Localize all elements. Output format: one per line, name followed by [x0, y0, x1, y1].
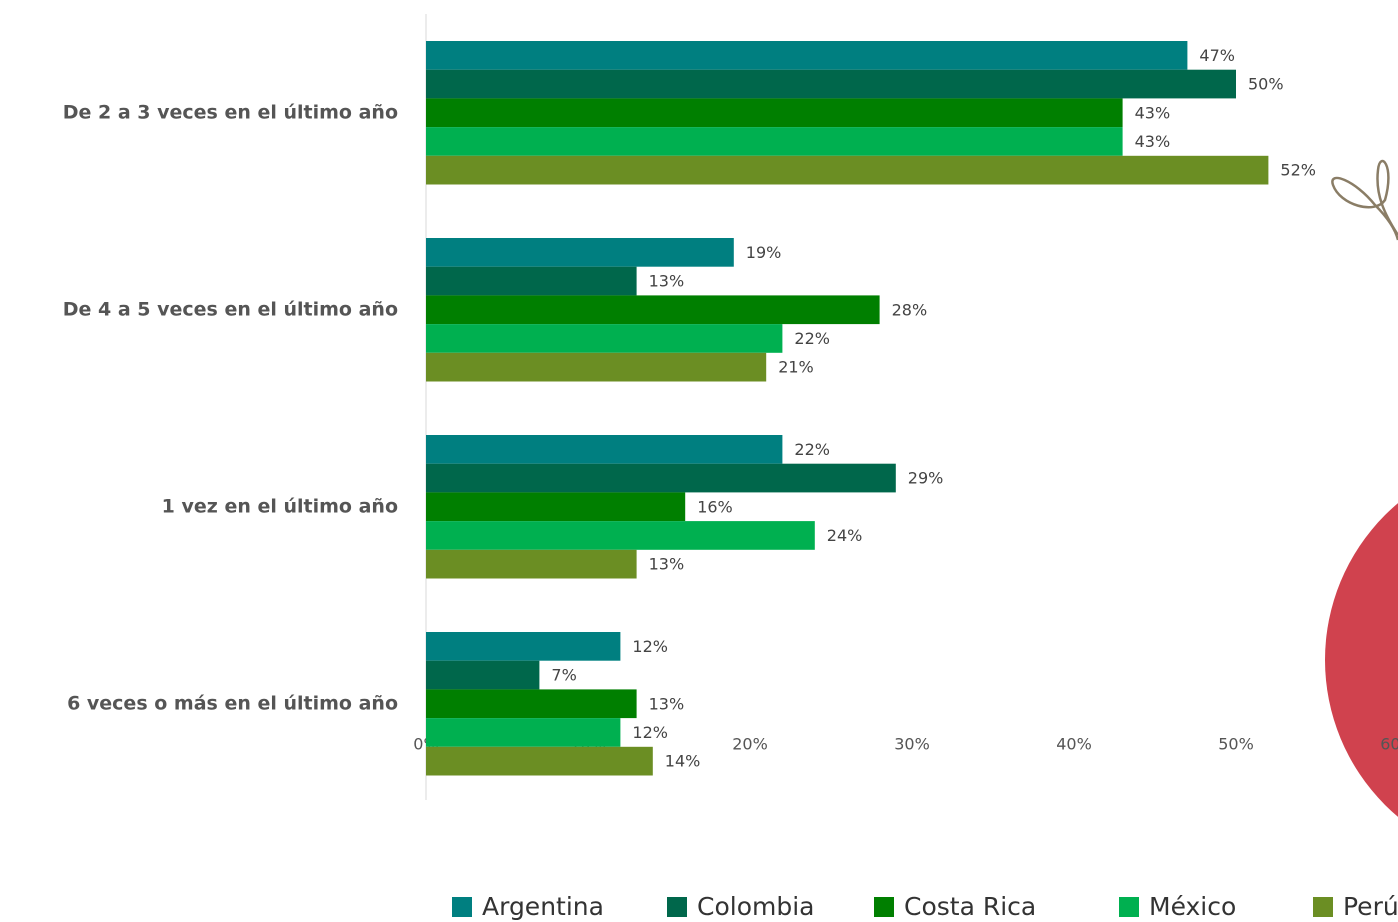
value-label: 7%	[551, 666, 576, 685]
bar	[426, 324, 783, 353]
value-label: 16%	[697, 497, 733, 516]
value-label: 21%	[778, 358, 814, 377]
value-label: 28%	[892, 300, 928, 319]
legend-label: Colombia	[697, 892, 814, 921]
bar	[426, 549, 637, 579]
value-label: 12%	[632, 723, 668, 742]
legend-label: México	[1149, 892, 1236, 921]
value-label: 14%	[665, 752, 701, 771]
value-label: 22%	[794, 329, 830, 348]
legend-swatch	[1119, 897, 1139, 917]
category-label: 6 veces o más en el último año	[67, 692, 398, 714]
legend-label: Argentina	[482, 892, 604, 921]
legend-label: Perú	[1343, 892, 1398, 921]
bar	[426, 660, 540, 690]
decor-circle	[1325, 503, 1398, 817]
bar	[426, 127, 1123, 156]
x-tick-label: 30%	[894, 735, 930, 754]
bar	[426, 718, 621, 747]
value-label: 13%	[649, 694, 685, 713]
value-label: 52%	[1280, 161, 1316, 180]
value-label: 22%	[794, 440, 830, 459]
value-label: 24%	[827, 526, 863, 545]
bar	[426, 266, 637, 296]
bar	[426, 69, 1236, 99]
legend-label: Costa Rica	[904, 892, 1036, 921]
x-tick-label: 20%	[732, 735, 768, 754]
bar	[426, 746, 653, 776]
bar	[426, 689, 637, 719]
bar	[426, 155, 1269, 185]
x-tick-label: 40%	[1056, 735, 1092, 754]
bar	[426, 295, 880, 325]
bar	[426, 352, 767, 382]
bar	[426, 41, 1188, 70]
category-label: De 2 a 3 veces en el último año	[63, 101, 398, 123]
x-tick-label: 60%	[1380, 735, 1398, 754]
category-label: 1 vez en el último año	[162, 495, 398, 517]
value-label: 13%	[649, 555, 685, 574]
legend-swatch	[452, 897, 472, 917]
legend-swatch	[1313, 897, 1333, 917]
value-label: 12%	[632, 637, 668, 656]
legend-swatch	[874, 897, 894, 917]
bar	[426, 492, 686, 522]
x-tick-label: 50%	[1218, 735, 1254, 754]
bar	[426, 632, 621, 661]
bar	[426, 98, 1123, 128]
category-label: De 4 a 5 veces en el último año	[63, 298, 398, 320]
value-label: 29%	[908, 469, 944, 488]
value-label: 43%	[1135, 103, 1171, 122]
bar	[426, 238, 734, 267]
bar	[426, 521, 815, 550]
value-label: 13%	[649, 272, 685, 291]
value-label: 19%	[746, 243, 782, 262]
value-label: 50%	[1248, 75, 1284, 94]
bar	[426, 463, 896, 493]
legend-swatch	[667, 897, 687, 917]
bar	[426, 435, 783, 464]
value-label: 47%	[1199, 46, 1235, 65]
value-label: 43%	[1135, 132, 1171, 151]
decor-ribbon	[1331, 159, 1398, 241]
